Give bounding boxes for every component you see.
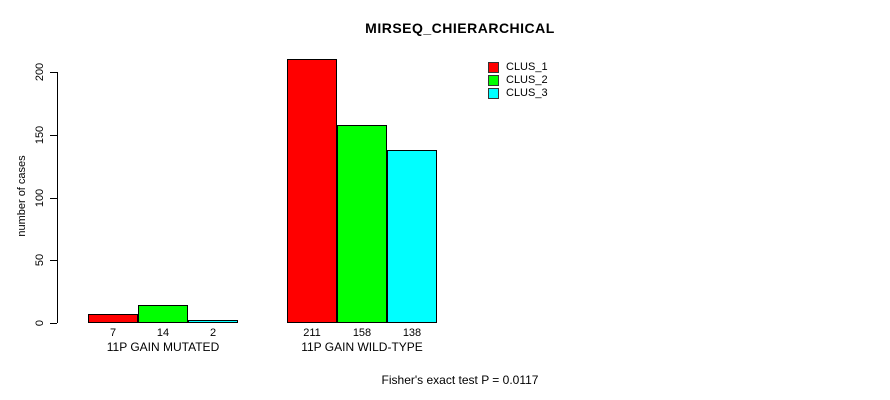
legend-item: CLUS_2 [488,75,548,86]
legend-label: CLUS_3 [506,87,548,99]
category-label: 11P GAIN WILD-TYPE [301,340,423,354]
annotation-fisher-test: Fisher's exact test P = 0.0117 [381,373,539,387]
legend-label: CLUS_1 [506,61,548,73]
bar-value-label: 211 [303,327,321,339]
legend-item: CLUS_3 [488,88,548,99]
bar-value-label: 7 [109,327,117,339]
legend-item: CLUS_1 [488,62,548,73]
legend-color-swatch [488,88,499,99]
bar-value-label: 158 [352,327,372,339]
y-tick-label: 50 [34,254,46,267]
bar-clus_2-1 [138,305,188,323]
y-tick-mark [50,135,57,137]
legend: CLUS_1 CLUS_2 CLUS_3 [488,62,548,99]
bar-value-label: 14 [156,327,170,339]
y-tick-label: 150 [34,125,46,145]
legend-color-swatch [488,62,499,73]
y-axis-line [57,72,58,323]
legend-color-swatch [488,75,499,86]
y-tick-label: 100 [34,188,46,207]
y-axis-label: number of cases [16,155,28,237]
bar-clus_1-1 [88,314,138,323]
bar-clus_3-1 [188,320,238,323]
y-tick-mark [50,260,57,262]
bar-value-label: 138 [402,327,422,339]
bar-clus_2-2 [337,125,387,323]
y-tick-mark [50,72,57,74]
category-label: 11P GAIN MUTATED [106,340,220,354]
legend-label: CLUS_2 [506,74,548,86]
chart-title: MIRSEQ_CHIERARCHICAL [365,20,555,36]
y-tick-label: 0 [34,319,46,327]
bar-clus_1-2 [287,59,337,323]
bar-value-label: 2 [209,327,217,339]
y-tick-label: 200 [34,63,46,82]
y-tick-mark [50,197,57,199]
bar-clus_3-2 [387,150,437,323]
y-tick-mark [50,323,57,324]
